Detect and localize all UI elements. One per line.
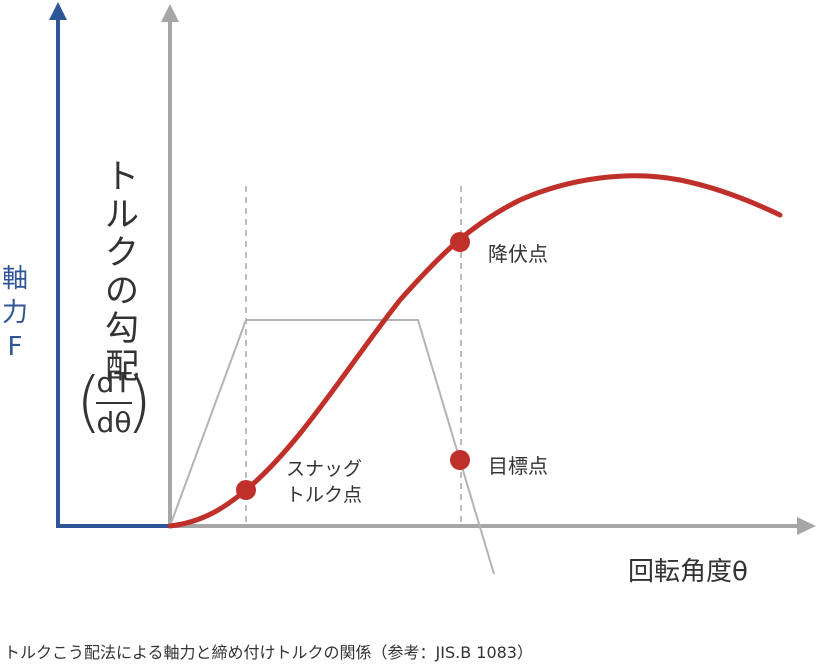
torque-gradient-line	[169, 319, 495, 575]
gradient-fraction: ( dT dθ )	[74, 362, 154, 448]
axial-force-label-char: 力	[1, 298, 28, 328]
rotation-angle-axis-arrow	[797, 517, 816, 535]
target-point	[450, 450, 470, 470]
torque-gradient-label-char: 勾	[105, 309, 139, 349]
torque-gradient-label: ト ル ク の 勾 配	[102, 158, 142, 386]
snug-torque-label-line: トルク点	[286, 484, 363, 506]
yield-point-label: 降伏点	[488, 242, 548, 266]
axial-force-axis	[56, 16, 170, 528]
axial-force-label-char: 軸	[1, 264, 28, 294]
axial-force-label: 軸 力 F	[0, 262, 30, 364]
snug-torque-label: スナッグ トルク点	[286, 456, 362, 508]
torque-gradient-label-char: 配	[105, 347, 139, 387]
yield-point	[450, 232, 470, 252]
torque-gradient-axis-arrow	[161, 4, 179, 22]
torque-gradient-label-char: ル	[105, 195, 139, 235]
snug-torque-point	[236, 480, 256, 500]
target-point-label: 目標点	[488, 454, 548, 478]
fraction-right-paren: )	[126, 363, 152, 440]
axial-force-label-char: F	[7, 332, 23, 362]
rotation-angle-label: 回転角度θ	[628, 557, 748, 587]
fraction-denominator: dθ	[96, 406, 132, 439]
torque-gradient-label-char: ク	[105, 233, 139, 273]
torque-gradient-label-char: ト	[105, 157, 139, 197]
snug-torque-label-line: スナッグ	[286, 458, 363, 480]
fraction-bar	[96, 402, 132, 404]
torque-gradient-label-char: の	[105, 271, 139, 311]
fraction-numerator: dT	[96, 366, 132, 399]
axial-force-curve	[167, 173, 783, 529]
figure-caption: トルクこう配法による軸力と締め付けトルクの関係（参考：JIS.B 1083）	[4, 643, 533, 662]
fraction-left-paren: (	[76, 363, 102, 440]
axial-force-axis-arrow	[49, 2, 67, 20]
